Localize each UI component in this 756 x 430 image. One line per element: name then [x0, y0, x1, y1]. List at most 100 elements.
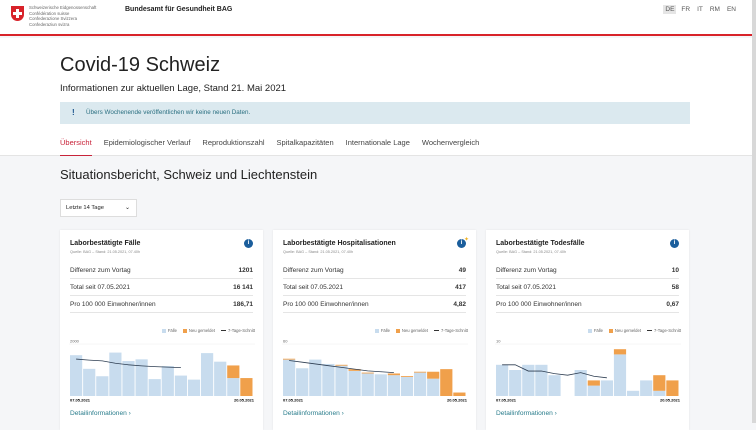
chart-legend: Fälle Neu gemeldet 7-Tage-Schnitt: [587, 328, 681, 333]
conf-de: Schweizerische Eidgenossenschaft: [29, 5, 97, 10]
bar-reported: [309, 359, 322, 396]
bar-reported: [613, 354, 627, 396]
info-icon[interactable]: i: [670, 239, 679, 248]
tab-reproduktionszahl[interactable]: Reproduktionszahl: [202, 138, 265, 147]
bar-new: [653, 375, 666, 391]
x-start-label: 07.05.2021: [283, 398, 304, 403]
notice-text: Übers Wochenende veröffentlichen wir kei…: [86, 109, 251, 116]
tab-internationale-lage[interactable]: Internationale Lage: [345, 138, 410, 147]
language-switcher: DE FR IT RM EN: [663, 5, 738, 14]
stat-label: Total seit 07.05.2021: [283, 284, 343, 291]
avg-line: [289, 360, 394, 373]
bar-reported: [361, 373, 374, 396]
stat-card: Laborbestätigte Hospitalisationen Quelle…: [273, 230, 476, 430]
legend-cases: Fälle: [587, 328, 603, 333]
stat-label: Differenz zum Vortag: [283, 267, 344, 274]
bar-new: [227, 365, 240, 379]
detail-link[interactable]: Detailinformationen ›: [496, 410, 557, 417]
lang-en[interactable]: EN: [726, 6, 736, 13]
bar-reported: [587, 385, 600, 396]
bar-new: [440, 369, 453, 396]
sparkle-icon: ✦: [463, 237, 469, 243]
bar-reported: [148, 379, 161, 396]
tab-wochenvergleich[interactable]: Wochenvergleich: [421, 138, 480, 147]
tab-uebersicht[interactable]: Übersicht: [60, 138, 92, 156]
stat-card: Laborbestätigte Fälle Quelle: BAG – Stan…: [60, 230, 263, 430]
x-end-label: 20.05.2021: [660, 398, 681, 403]
exclamation-icon: !: [72, 108, 75, 117]
bar-new: [400, 376, 414, 377]
bar-reported: [174, 375, 187, 396]
bar-reported: [522, 364, 535, 396]
stat-row: Total seit 07.05.2021 16 141: [70, 279, 253, 296]
info-new-icon[interactable]: i: [457, 239, 466, 248]
bar-new: [453, 392, 466, 396]
bar-reported: [348, 370, 361, 396]
stat-label: Differenz zum Vortag: [496, 267, 557, 274]
bar-reported: [600, 380, 613, 396]
bar-reported: [374, 374, 387, 396]
bar-new: [387, 373, 400, 376]
info-icon[interactable]: i: [244, 239, 253, 248]
bar-reported: [96, 376, 109, 396]
lang-rm[interactable]: RM: [709, 6, 720, 13]
stat-label: Differenz zum Vortag: [70, 267, 131, 274]
bar-reported: [335, 365, 348, 396]
bar-reported: [283, 359, 296, 396]
lang-fr[interactable]: FR: [681, 6, 691, 13]
bar-chart: 10 07.05.2021 20.05.2021: [495, 339, 681, 403]
swiss-cross-logo[interactable]: [11, 6, 24, 21]
tab-spitalkapazitaeten[interactable]: Spitalkapazitäten: [276, 138, 334, 147]
bar-chart: 60 07.05.2021 20.05.2021: [282, 339, 468, 403]
stat-row: Differenz zum Vortag 49: [283, 262, 466, 279]
bar-reported: [400, 376, 414, 396]
bar-chart: 2000 07.05.2021 20.05.2021: [69, 339, 255, 403]
chart-legend: Fälle Neu gemeldet 7-Tage-Schnitt: [374, 328, 468, 333]
bar-reported: [653, 390, 666, 396]
lang-it[interactable]: IT: [697, 6, 703, 13]
tab-epidemiologischer-verlauf[interactable]: Epidemiologischer Verlauf: [103, 138, 191, 147]
x-end-label: 20.05.2021: [447, 398, 468, 403]
stat-row: Differenz zum Vortag 1201: [70, 262, 253, 279]
stat-card: Laborbestätigte Todesfälle Quelle: BAG –…: [486, 230, 689, 430]
bar-reported: [627, 390, 640, 396]
bar-reported: [70, 355, 83, 396]
stat-value: 0,67: [666, 301, 679, 308]
bar-reported: [161, 366, 174, 396]
bar-new: [348, 369, 361, 371]
stat-value: 49: [458, 267, 466, 274]
legend-new: Neu gemeldet: [395, 328, 428, 333]
stat-value: 10: [671, 267, 679, 274]
scrollbar[interactable]: [752, 0, 756, 423]
conf-it: Confederazione Svizzera: [29, 16, 78, 22]
card-title: Laborbestätigte Fälle: [70, 240, 141, 247]
x-start-label: 07.05.2021: [70, 398, 91, 403]
y-max-label: 10: [496, 339, 501, 344]
bar-new: [361, 372, 374, 374]
detail-link[interactable]: Detailinformationen ›: [283, 410, 344, 417]
detail-link[interactable]: Detailinformationen ›: [70, 410, 131, 417]
period-select[interactable]: Letzte 14 Tage ⌄: [60, 199, 137, 217]
notice-banner: ! Übers Wochenende veröffentlichen wir k…: [60, 102, 690, 124]
period-select-value: Letzte 14 Tage: [66, 205, 104, 211]
bar-reported: [109, 352, 122, 396]
bar-reported: [214, 361, 227, 396]
stat-row: Total seit 07.05.2021 417: [283, 279, 466, 296]
x-end-label: 20.05.2021: [234, 398, 255, 403]
card-source: Quelle: BAG – Stand: 21.05.2021, 07.40h: [496, 250, 567, 254]
legend-avg: 7-Tage-Schnitt: [647, 328, 681, 333]
stat-row: Pro 100 000 Einwohner/innen 0,67: [496, 296, 679, 313]
stat-value: 186,71: [233, 301, 253, 308]
stat-label: Pro 100 000 Einwohner/innen: [70, 301, 156, 308]
lang-de[interactable]: DE: [663, 5, 677, 14]
stat-value: 417: [455, 284, 466, 291]
legend-new: Neu gemeldet: [182, 328, 215, 333]
bar-reported: [535, 364, 548, 396]
legend-cases: Fälle: [161, 328, 177, 333]
bar-reported: [296, 368, 309, 396]
bar-reported: [227, 378, 240, 396]
chart-legend: Fälle Neu gemeldet 7-Tage-Schnitt: [161, 328, 255, 333]
avg-line: [502, 364, 607, 379]
legend-avg: 7-Tage-Schnitt: [434, 328, 468, 333]
stat-value: 4,82: [453, 301, 466, 308]
